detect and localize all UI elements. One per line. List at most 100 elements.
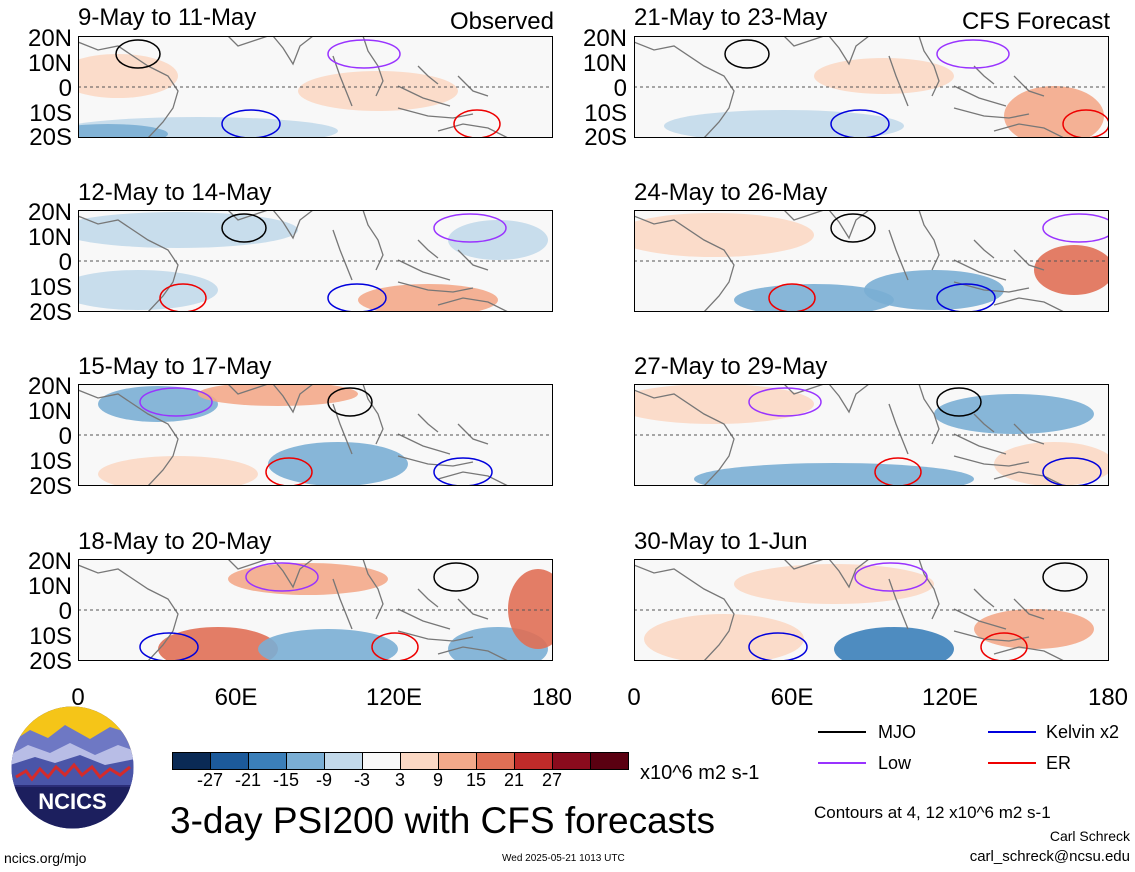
lon-label-0: 0 [71,684,85,711]
psi-anomaly-shading [1034,245,1109,295]
psi-anomaly-shading [994,442,1109,486]
psi-anomaly-shading [258,629,398,661]
psi-anomaly-shading [78,124,168,138]
psi-anomaly-shading [814,58,954,94]
legend-er-label: ER [1046,753,1072,773]
coastline [634,210,1065,312]
lat-label-10s: 10S [29,274,72,301]
panel-title-7: 18-May to 20-May [78,528,272,555]
wave-contour [874,457,922,486]
map-panel-5 [78,384,553,486]
colorbar-swatch [514,752,553,770]
panel-title-8: 30-May to 1-Jun [634,528,808,555]
legend-kelvin-label: Kelvin x2 [1046,722,1120,742]
lat-label-20n: 20N [27,373,72,400]
psi-anomaly-shading [734,564,934,604]
panel-frame [634,36,1109,138]
colorbar-swatch [172,752,211,770]
panel-frame [78,210,553,312]
map-panel-8 [634,559,1109,661]
legend-low-line [818,762,866,764]
wave-contour [768,283,816,312]
lat-label-10n: 10N [27,398,72,425]
lat-label-20n: 20N [27,25,72,52]
panel-frame [78,36,553,138]
lon-label-180: 180 [1087,684,1129,711]
wave-contour [1042,562,1088,592]
lat-label-eq: 0 [58,75,72,102]
psi-anomaly-shading [78,212,298,248]
coastline [78,36,509,138]
author-email[interactable]: carl_schreck@ncsu.edu [969,848,1130,865]
legend-mjo-line [818,731,866,733]
lon-label-180: 180 [531,684,573,711]
contours-note: Contours at 4, 12 x10^6 m2 s-1 [814,803,1051,822]
coastline [78,210,509,312]
psi-anomaly-shading [158,627,278,661]
lat-label-eq: 0 [613,75,627,102]
wave-contour [265,457,313,486]
psi-anomaly-shading [974,609,1094,649]
wave-contour [221,109,281,138]
lat-label-eq: 0 [58,423,72,450]
panel-title-5: 15-May to 17-May [78,353,272,380]
wave-contour [453,109,501,138]
lat-label-20s: 20S [29,473,72,500]
wave-contour [433,213,507,243]
lon-label-0: 0 [627,684,641,711]
wave-contour [936,387,982,417]
psi-anomaly-shading [508,569,553,649]
colorbar-tick-label: 21 [503,770,525,790]
wave-contour [980,632,1028,661]
wave-contour [245,562,319,592]
colorbar-tick-label: -15 [272,770,300,790]
lat-label-10s: 10S [29,448,72,475]
lat-label-10s: 10S [29,100,72,127]
site-link[interactable]: ncics.org/mjo [4,850,87,866]
colorbar-swatch [590,752,629,770]
colorbar-tick-label: 9 [432,770,444,790]
colorbar-swatch [362,752,401,770]
coastline [78,559,509,661]
lat-label-20s: 20S [29,124,72,151]
wave-contour [1042,213,1109,243]
lat-label-20n: 20N [582,25,627,52]
lon-label-60e: 60E [214,684,258,711]
psi-anomaly-shading [734,284,894,312]
coastline [634,384,1065,486]
lon-label-120e: 120E [921,684,979,711]
psi-anomaly-shading [934,394,1094,434]
psi-anomaly-shading [864,270,1004,310]
wave-contour [327,39,401,69]
wave-contour [371,632,419,661]
psi-anomaly-shading [694,463,974,486]
observed-label: Observed [449,8,554,35]
wave-contour [854,562,928,592]
wave-contour [1042,457,1102,486]
colorbar-tick-label: 27 [541,770,563,790]
wave-contour [433,562,479,592]
lon-label-60e: 60E [770,684,814,711]
legend-mjo-label: MJO [878,722,916,742]
wave-contour [433,457,493,486]
psi-anomaly-shading [448,220,548,260]
timestamp: Wed 2025-05-21 1013 UTC [502,853,625,864]
wave-contour [936,39,1010,69]
psi-anomaly-shading [834,627,954,661]
lat-label-20n: 20N [27,548,72,575]
panel-title-1: 9-May to 11-May [78,4,257,31]
lon-label-120e: 120E [365,684,423,711]
map-panel-1 [78,36,553,138]
psi-anomaly-shading [98,386,218,422]
wave-contour [327,283,387,312]
lat-label-10s: 10S [29,623,72,650]
map-panel-3 [78,210,553,312]
lat-label-10n: 10N [27,224,72,251]
wave-contour [139,632,199,661]
psi-anomaly-shading [78,270,218,310]
wave-contour [115,39,161,69]
psi-anomaly-shading [268,442,408,486]
colorbar-tick-label: 15 [465,770,487,790]
colorbar-units: x10^6 m2 s-1 [640,762,760,784]
wave-contour [221,213,267,243]
